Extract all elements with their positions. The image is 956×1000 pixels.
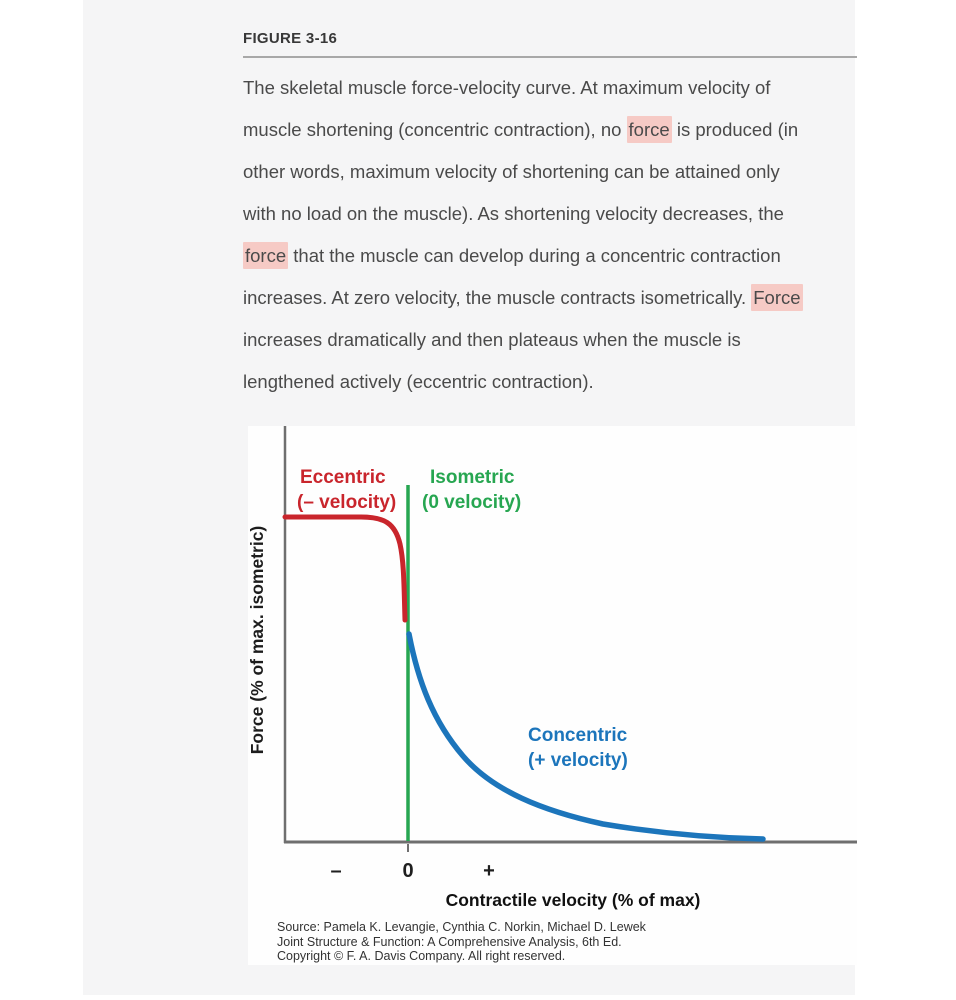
force-velocity-chart bbox=[282, 426, 857, 852]
concentric-curve bbox=[406, 631, 766, 842]
figure-image: Force (% of max. isometric) Eccentric (–… bbox=[247, 426, 857, 965]
caption-line: muscle shortening (concentric contractio… bbox=[243, 109, 883, 151]
caption-text: The skeletal muscle force-velocity curve… bbox=[243, 77, 771, 98]
figure-rule bbox=[243, 56, 857, 58]
source-line-2: Joint Structure & Function: A Comprehens… bbox=[277, 934, 622, 949]
source-line-1: Source: Pamela K. Levangie, Cynthia C. N… bbox=[277, 920, 646, 934]
caption-line: increases dramatically and then plateaus… bbox=[243, 319, 883, 361]
x-tick-zero: 0 bbox=[402, 860, 414, 882]
caption-line: other words, maximum velocity of shorten… bbox=[243, 151, 883, 193]
caption-line: lengthened actively (eccentric contracti… bbox=[243, 361, 883, 403]
isometric-label-sub: (0 velocity) bbox=[422, 492, 522, 513]
x-axis-label: Contractile velocity (% of max) bbox=[445, 890, 701, 910]
figure-label: FIGURE 3-16 bbox=[243, 30, 338, 47]
highlighted-term: force bbox=[626, 116, 672, 143]
x-tick-minus: – bbox=[330, 860, 342, 882]
y-axis-label: Force (% of max. isometric) bbox=[247, 525, 267, 755]
content-panel: FIGURE 3-16 The skeletal muscle force-ve… bbox=[83, 0, 857, 995]
caption-line: with no load on the muscle). As shorteni… bbox=[243, 193, 883, 235]
figure-caption: The skeletal muscle force-velocity curve… bbox=[243, 67, 883, 403]
caption-text: lengthened actively (eccentric contracti… bbox=[243, 371, 594, 392]
caption-text: with no load on the muscle). As shorteni… bbox=[243, 203, 784, 224]
highlighted-term: force bbox=[243, 242, 289, 269]
caption-text: that the muscle can develop during a con… bbox=[288, 245, 781, 266]
isometric-label-title: Isometric bbox=[430, 467, 515, 488]
figure-source: Source: Pamela K. Levangie, Cynthia C. N… bbox=[277, 920, 646, 964]
caption-text: is produced (in bbox=[671, 119, 799, 140]
concentric-label-title: Concentric bbox=[528, 725, 628, 746]
eccentric-label-sub: (– velocity) bbox=[297, 492, 397, 513]
caption-line: increases. At zero velocity, the muscle … bbox=[243, 277, 883, 319]
concentric-label-sub: (+ velocity) bbox=[528, 750, 628, 771]
caption-text: other words, maximum velocity of shorten… bbox=[243, 161, 780, 182]
caption-text: muscle shortening (concentric contractio… bbox=[243, 119, 627, 140]
eccentric-label-title: Eccentric bbox=[300, 467, 386, 488]
caption-text: increases dramatically and then plateaus… bbox=[243, 329, 741, 350]
eccentric-curve bbox=[282, 514, 408, 623]
source-line-3: Copyright © F. A. Davis Company. All rig… bbox=[277, 949, 566, 963]
caption-line: force that the muscle can develop during… bbox=[243, 235, 883, 277]
highlighted-term: Force bbox=[751, 284, 803, 311]
caption-text: increases. At zero velocity, the muscle … bbox=[243, 287, 752, 308]
x-tick-plus: + bbox=[483, 860, 495, 882]
caption-line: The skeletal muscle force-velocity curve… bbox=[243, 67, 883, 109]
